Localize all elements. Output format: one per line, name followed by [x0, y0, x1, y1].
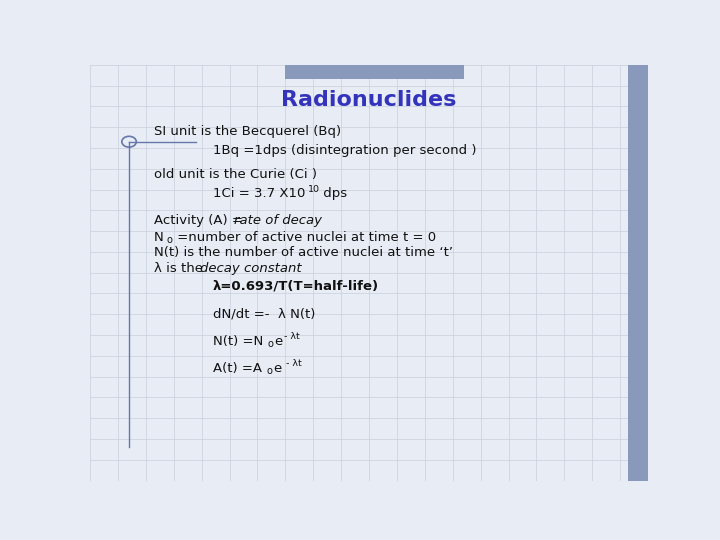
Text: N(t) =N: N(t) =N — [213, 335, 263, 348]
Text: e: e — [274, 335, 282, 348]
Text: o: o — [266, 366, 272, 376]
Text: o: o — [267, 339, 274, 349]
Text: - λt: - λt — [283, 359, 302, 368]
Text: λ is the: λ is the — [154, 262, 207, 275]
Bar — [285, 65, 464, 79]
Text: N: N — [154, 231, 164, 244]
Text: =number of active nuclei at time t = 0: =number of active nuclei at time t = 0 — [173, 231, 436, 244]
Text: A(t) =A: A(t) =A — [213, 362, 262, 375]
Text: e: e — [273, 362, 282, 375]
Text: 10: 10 — [307, 185, 320, 194]
Text: 1Bq =1dps (disintegration per second ): 1Bq =1dps (disintegration per second ) — [213, 144, 476, 157]
Text: Radionuclides: Radionuclides — [282, 90, 456, 110]
Text: old unit is the Curie (Ci ): old unit is the Curie (Ci ) — [154, 168, 318, 181]
Text: SI unit is the Becquerel (Bq): SI unit is the Becquerel (Bq) — [154, 125, 341, 138]
Text: Activity (A) =: Activity (A) = — [154, 214, 243, 227]
Text: N(t) is the number of active nuclei at time ‘t’: N(t) is the number of active nuclei at t… — [154, 246, 453, 259]
Text: o: o — [166, 235, 173, 245]
Text: 1Ci = 3.7 X10: 1Ci = 3.7 X10 — [213, 187, 305, 200]
Text: λ=0.693/T(T=half-life): λ=0.693/T(T=half-life) — [213, 280, 379, 293]
Text: dps: dps — [319, 187, 347, 200]
Text: dN/dt =-  λ N(t): dN/dt =- λ N(t) — [213, 308, 315, 321]
Text: decay constant: decay constant — [200, 262, 302, 275]
Text: - λt: - λt — [284, 332, 300, 341]
Bar — [629, 65, 648, 481]
Text: rate of decay: rate of decay — [234, 214, 322, 227]
